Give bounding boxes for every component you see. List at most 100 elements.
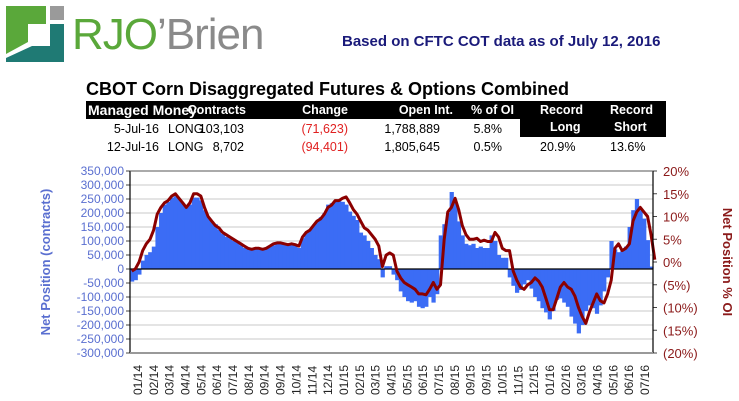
bar bbox=[467, 245, 473, 269]
bar bbox=[202, 210, 207, 269]
bar bbox=[376, 259, 382, 269]
table-header: Managed Money Contracts Change Open Int.… bbox=[86, 101, 666, 119]
x-tick-label: 11/15 bbox=[511, 366, 525, 395]
bar bbox=[137, 269, 142, 275]
bar bbox=[500, 257, 505, 269]
x-tick-label: 10/14 bbox=[289, 365, 303, 395]
bar bbox=[253, 248, 258, 269]
y-tick-label: 100,000 bbox=[81, 234, 125, 248]
x-tick-label: 11/14 bbox=[305, 366, 319, 395]
header-pct-oi: % of OI bbox=[470, 103, 514, 117]
bar bbox=[649, 266, 654, 269]
bar bbox=[478, 246, 483, 269]
bar bbox=[609, 241, 614, 269]
bar bbox=[562, 269, 567, 303]
bar bbox=[355, 220, 360, 269]
row-open-int: 1,788,889 bbox=[384, 122, 440, 136]
bar bbox=[337, 200, 342, 269]
bar bbox=[169, 197, 175, 269]
bar bbox=[435, 269, 440, 295]
bar bbox=[195, 197, 200, 269]
row-date: 12-Jul-16 bbox=[106, 140, 159, 154]
record-long-label: Long bbox=[550, 120, 581, 134]
bar bbox=[278, 243, 284, 269]
bar bbox=[293, 245, 298, 269]
bar bbox=[333, 201, 338, 269]
y-tick-label: 150,000 bbox=[81, 220, 125, 234]
bar bbox=[591, 269, 596, 309]
bar bbox=[449, 192, 454, 269]
bar bbox=[315, 221, 320, 269]
bar bbox=[384, 266, 389, 269]
bar bbox=[326, 204, 331, 269]
x-tick-label: 05/14 bbox=[194, 365, 208, 395]
bar bbox=[416, 269, 422, 307]
x-tick-label: 10/15 bbox=[495, 365, 509, 395]
bar bbox=[235, 242, 240, 269]
bar bbox=[445, 213, 451, 269]
bar bbox=[518, 269, 523, 290]
y-tick-label: -300,000 bbox=[77, 346, 125, 360]
x-tick-label: 04/14 bbox=[178, 365, 192, 395]
bar bbox=[598, 269, 603, 306]
bar bbox=[242, 248, 247, 269]
logo-brien: ’Brien bbox=[157, 10, 264, 59]
bar bbox=[366, 241, 371, 269]
bar bbox=[300, 238, 305, 269]
bar bbox=[380, 269, 385, 278]
bar bbox=[485, 248, 491, 269]
y-tick-label: 200,000 bbox=[81, 206, 125, 220]
y-tick-label: -100,000 bbox=[77, 290, 125, 304]
header-record-short: Record bbox=[610, 103, 654, 117]
bar bbox=[456, 221, 462, 269]
y-axis-title: Net Position (contracts) bbox=[38, 189, 53, 336]
bar bbox=[344, 204, 349, 269]
bar bbox=[623, 246, 629, 269]
bar bbox=[475, 248, 480, 269]
bar bbox=[387, 266, 393, 269]
x-tick-label: 08/14 bbox=[242, 365, 256, 395]
bar bbox=[307, 229, 313, 269]
y2-tick-label: (5%) bbox=[663, 278, 690, 293]
bar bbox=[268, 246, 273, 269]
x-tick-label: 07/15 bbox=[432, 365, 446, 395]
y-tick-label: -200,000 bbox=[77, 318, 125, 332]
bar bbox=[257, 249, 262, 269]
bar bbox=[522, 269, 527, 285]
bar bbox=[130, 269, 135, 282]
row-pct-oi: 5.8% bbox=[473, 122, 503, 136]
logo-wordmark: RJO’Brien bbox=[72, 10, 264, 60]
bar bbox=[424, 269, 429, 307]
y2-tick-label: (20%) bbox=[663, 346, 698, 361]
bar bbox=[576, 269, 581, 334]
bar bbox=[191, 197, 196, 269]
logo-rjo: RJO bbox=[72, 10, 158, 59]
rjobrien-logo: RJO’Brien bbox=[6, 6, 296, 62]
bar bbox=[159, 213, 164, 269]
chart-title: CBOT Corn Disaggregated Futures & Option… bbox=[86, 79, 570, 99]
row-record-short: 13.6% bbox=[610, 140, 646, 154]
bar bbox=[347, 211, 353, 269]
row-change: (71,623) bbox=[301, 122, 348, 136]
bar bbox=[358, 232, 364, 269]
x-tick-label: 12/15 bbox=[527, 365, 541, 395]
x-tick-label: 02/16 bbox=[559, 365, 573, 395]
bar bbox=[544, 269, 549, 313]
bar bbox=[199, 200, 204, 269]
bar bbox=[228, 238, 233, 269]
bar bbox=[558, 269, 563, 299]
bar bbox=[554, 269, 560, 300]
bar bbox=[217, 229, 222, 269]
bar bbox=[369, 248, 374, 269]
bar bbox=[453, 201, 458, 269]
data-date-subtitle: Based on CFTC COT data as of July 12, 20… bbox=[342, 33, 661, 50]
bar bbox=[580, 269, 585, 325]
bar bbox=[438, 235, 443, 269]
record-subheader: Long Short bbox=[520, 119, 666, 137]
y-tick-label: -50,000 bbox=[83, 276, 124, 290]
bar bbox=[322, 213, 327, 269]
bar bbox=[246, 249, 251, 269]
bar bbox=[496, 255, 502, 269]
bar bbox=[173, 196, 178, 269]
bar bbox=[289, 244, 295, 269]
